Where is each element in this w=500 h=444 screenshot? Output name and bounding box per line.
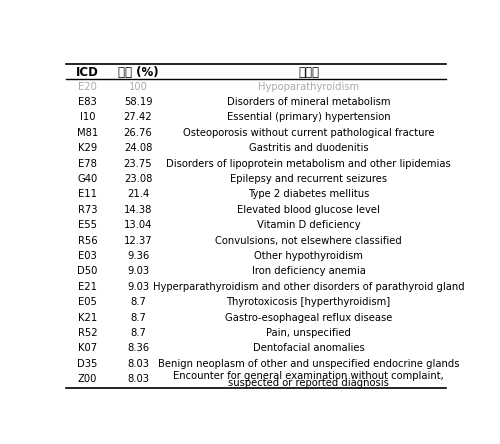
Text: 8.7: 8.7: [130, 297, 146, 307]
Text: Dentofacial anomalies: Dentofacial anomalies: [252, 344, 364, 353]
Text: Pain, unspecified: Pain, unspecified: [266, 328, 351, 338]
Text: Benign neoplasm of other and unspecified endocrine glands: Benign neoplasm of other and unspecified…: [158, 359, 460, 369]
Text: E55: E55: [78, 220, 97, 230]
Text: E03: E03: [78, 251, 97, 261]
Text: 13.04: 13.04: [124, 220, 152, 230]
Text: R52: R52: [78, 328, 98, 338]
Text: 8.36: 8.36: [127, 344, 149, 353]
Text: Iron deficiency anemia: Iron deficiency anemia: [252, 266, 366, 277]
Text: R56: R56: [78, 236, 98, 246]
Text: E78: E78: [78, 159, 97, 169]
Text: Epilepsy and recurrent seizures: Epilepsy and recurrent seizures: [230, 174, 387, 184]
Text: 21.4: 21.4: [127, 190, 149, 199]
Text: 23.75: 23.75: [124, 159, 152, 169]
Text: M81: M81: [77, 128, 98, 138]
Text: Elevated blood glucose level: Elevated blood glucose level: [237, 205, 380, 215]
Text: Hyperparathyroidism and other disorders of parathyroid gland: Hyperparathyroidism and other disorders …: [153, 282, 464, 292]
Text: Z00: Z00: [78, 374, 98, 384]
Text: Gastro-esophageal reflux disease: Gastro-esophageal reflux disease: [225, 313, 392, 323]
Text: G40: G40: [78, 174, 98, 184]
Text: Gastritis and duodenitis: Gastritis and duodenitis: [249, 143, 368, 153]
Text: R73: R73: [78, 205, 98, 215]
Text: Disorders of lipoprotein metabolism and other lipidemias: Disorders of lipoprotein metabolism and …: [166, 159, 451, 169]
Text: E05: E05: [78, 297, 97, 307]
Text: E20: E20: [78, 82, 97, 91]
Text: 27.42: 27.42: [124, 112, 152, 123]
Text: D35: D35: [78, 359, 98, 369]
Text: 24.08: 24.08: [124, 143, 152, 153]
Text: I10: I10: [80, 112, 96, 123]
Text: Essential (primary) hypertension: Essential (primary) hypertension: [227, 112, 390, 123]
Text: 23.08: 23.08: [124, 174, 152, 184]
Text: K21: K21: [78, 313, 98, 323]
Text: Disorders of mineral metabolism: Disorders of mineral metabolism: [227, 97, 390, 107]
Text: 8.03: 8.03: [127, 374, 149, 384]
Text: Other hypothyroidism: Other hypothyroidism: [254, 251, 363, 261]
Text: 100: 100: [128, 82, 148, 91]
Text: 14.38: 14.38: [124, 205, 152, 215]
Text: suspected or reported diagnosis: suspected or reported diagnosis: [228, 378, 389, 388]
Text: 26.76: 26.76: [124, 128, 152, 138]
Text: Encounter for general examination without complaint,: Encounter for general examination withou…: [173, 371, 444, 381]
Text: E21: E21: [78, 282, 97, 292]
Text: ICD: ICD: [76, 66, 99, 79]
Text: Type 2 diabetes mellitus: Type 2 diabetes mellitus: [248, 190, 369, 199]
Text: K29: K29: [78, 143, 98, 153]
Text: Thyrotoxicosis [hyperthyroidism]: Thyrotoxicosis [hyperthyroidism]: [226, 297, 390, 307]
Text: 8.03: 8.03: [127, 359, 149, 369]
Text: 9.36: 9.36: [127, 251, 149, 261]
Text: Convulsions, not elsewhere classified: Convulsions, not elsewhere classified: [215, 236, 402, 246]
Text: Osteoporosis without current pathological fracture: Osteoporosis without current pathologica…: [183, 128, 434, 138]
Text: 9.03: 9.03: [127, 266, 149, 277]
Text: 12.37: 12.37: [124, 236, 152, 246]
Text: 9.03: 9.03: [127, 282, 149, 292]
Text: 비율 (%): 비율 (%): [118, 66, 158, 79]
Text: 진단명: 진단명: [298, 66, 319, 79]
Text: E83: E83: [78, 97, 97, 107]
Text: D50: D50: [78, 266, 98, 277]
Text: 8.7: 8.7: [130, 328, 146, 338]
Text: Vitamin D deficiency: Vitamin D deficiency: [257, 220, 360, 230]
Text: K07: K07: [78, 344, 97, 353]
Text: E11: E11: [78, 190, 97, 199]
Text: Hypoparathyroidism: Hypoparathyroidism: [258, 82, 359, 91]
Text: 8.7: 8.7: [130, 313, 146, 323]
Text: 58.19: 58.19: [124, 97, 152, 107]
